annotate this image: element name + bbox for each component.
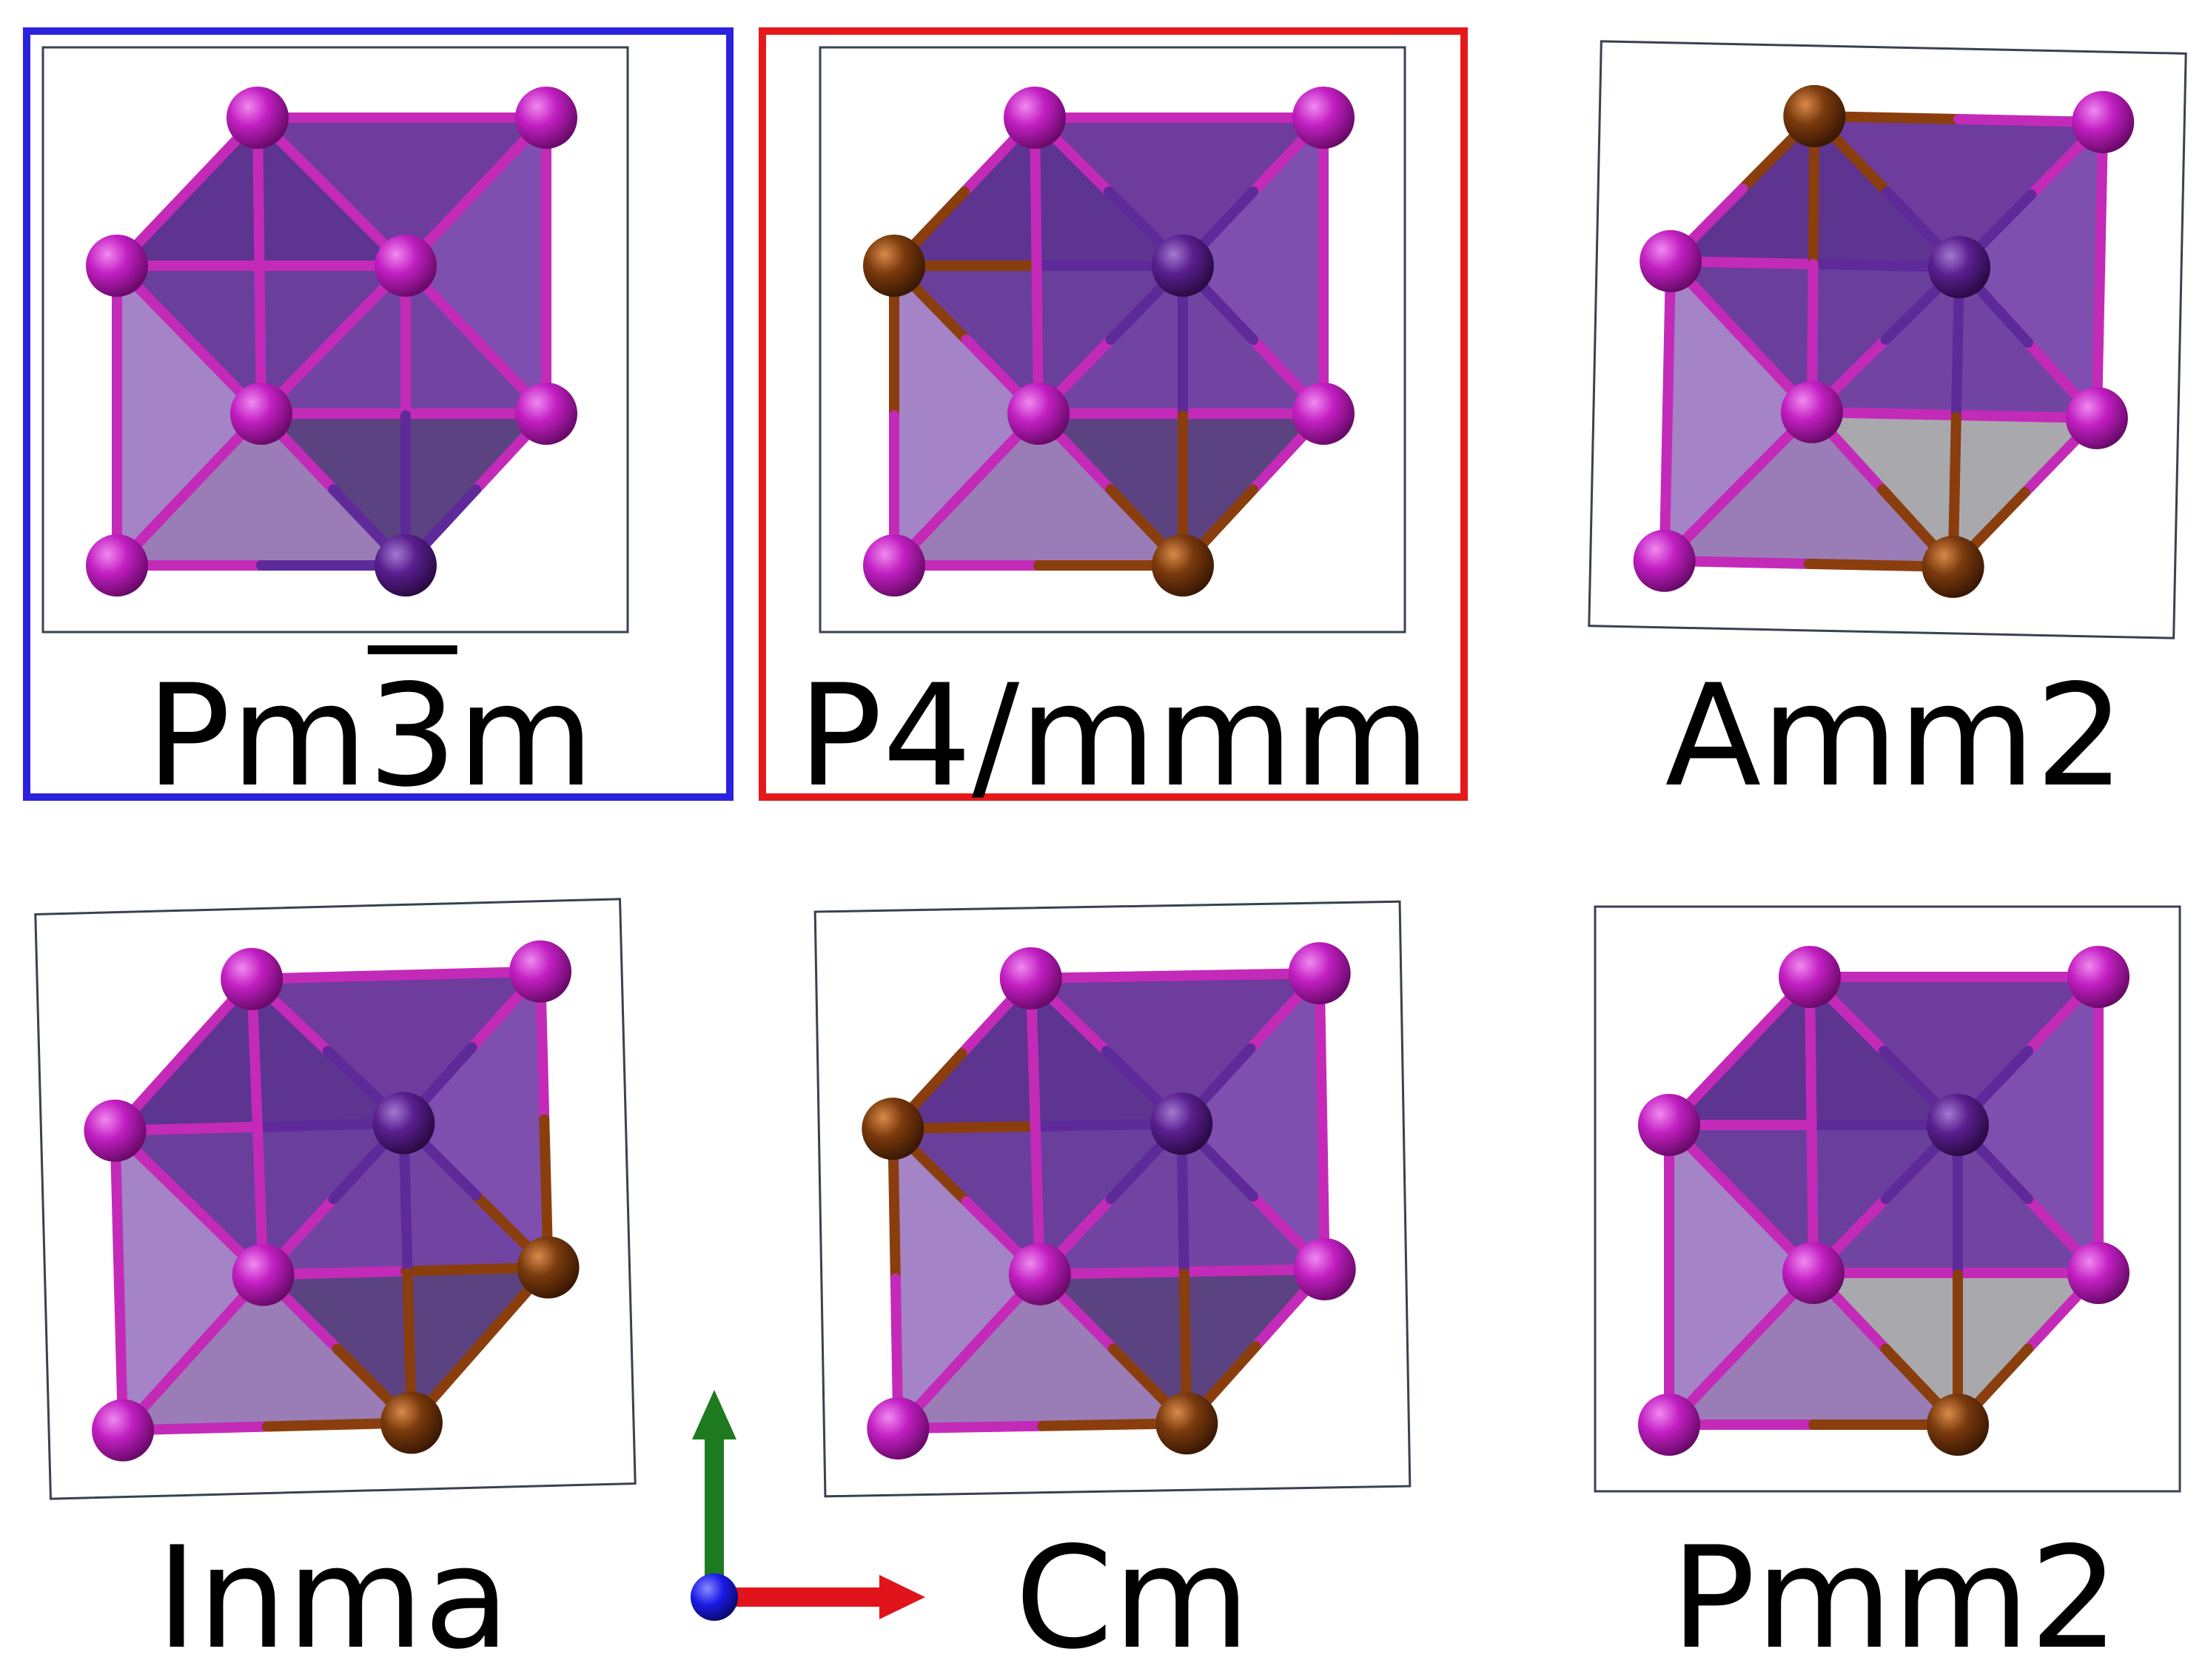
atom-violet	[1640, 229, 1702, 292]
polyhedron-face	[1810, 977, 2098, 1125]
atom-brown	[380, 1391, 443, 1454]
atom-violet	[1779, 946, 1841, 1008]
polyhedron-face	[117, 266, 261, 565]
atom-violet	[1007, 383, 1070, 445]
polyhedron-face	[894, 414, 1183, 565]
crystal-panel-p4mmm	[819, 46, 1406, 634]
atom-violet	[2065, 386, 2128, 449]
atom-violet	[1633, 529, 1696, 592]
atom-violet	[221, 947, 283, 1010]
label-amm2: Amm2	[1665, 654, 2125, 818]
label-pm3m-prefix: Pm	[146, 654, 368, 818]
atom-violet	[1292, 383, 1355, 445]
atom-violet	[2067, 1242, 2130, 1304]
polyhedron-face	[406, 118, 546, 414]
crystal-panel-amm2	[1588, 40, 2187, 639]
atom-violet	[1638, 1394, 1700, 1456]
atom-violet	[867, 1397, 930, 1460]
atom-violet	[2067, 946, 2130, 1008]
polyhedron-face	[898, 1274, 1187, 1429]
polyhedron-face	[123, 1274, 412, 1431]
polyhedron-face	[893, 1129, 1040, 1429]
atom-brown	[1927, 1394, 1989, 1456]
highlight-box-p4mmm	[759, 27, 1468, 801]
crystal-panel-pmm2	[1594, 905, 2181, 1493]
atom-brown	[1783, 84, 1846, 147]
axes-origin-dot	[691, 1573, 738, 1621]
atom-brown	[863, 235, 925, 297]
horizontal-axis-arrowhead	[879, 1575, 925, 1619]
crystal-panel-cm	[813, 900, 1412, 1498]
label-pmm2: Pmm2	[1671, 1516, 2119, 1680]
polyhedron-face	[252, 971, 541, 1123]
atom-violet	[863, 534, 925, 597]
atom-violet	[84, 1099, 147, 1162]
atom-violet	[230, 383, 292, 445]
atom-violet	[375, 235, 437, 297]
polyhedron-face	[1183, 118, 1323, 414]
atom-brown	[862, 1098, 924, 1160]
label-pm3m-overbar-digit: 3	[367, 654, 457, 818]
crystal-panel-inma	[34, 898, 637, 1500]
atom-violet	[515, 87, 577, 149]
label-pm3m-suffix: m	[457, 654, 594, 818]
atom-indigo	[375, 534, 437, 597]
atom-violet	[86, 235, 148, 297]
atom-brown	[1155, 1392, 1218, 1455]
atom-violet	[92, 1399, 155, 1462]
atom-brown	[1922, 535, 1984, 598]
atom-violet	[1293, 1238, 1356, 1301]
polyhedron-face	[1669, 1273, 1958, 1425]
atom-violet	[509, 940, 572, 1003]
atom-brown	[517, 1236, 580, 1299]
polyhedron-face	[1181, 973, 1325, 1270]
atom-violet	[1288, 942, 1351, 1005]
polyhedron-face	[117, 414, 406, 565]
atom-brown	[1152, 534, 1214, 597]
polyhedron-face	[1958, 977, 2098, 1273]
polyhedron-face	[1959, 122, 2104, 418]
coordinate-axes	[691, 1390, 925, 1621]
atom-violet	[226, 87, 289, 149]
polyhedron-face	[403, 971, 548, 1268]
atom-violet	[999, 947, 1062, 1009]
polyhedron-face	[1030, 973, 1320, 1124]
polyhedron-face	[1664, 261, 1812, 561]
label-pm3m: Pm3m	[37, 666, 703, 807]
atom-violet	[1638, 1094, 1700, 1156]
atom-violet	[515, 383, 577, 445]
atom-violet	[232, 1243, 295, 1306]
atom-indigo	[1927, 1094, 1989, 1156]
atom-indigo	[372, 1092, 435, 1155]
atom-violet	[86, 534, 148, 597]
atom-violet	[1782, 1242, 1845, 1304]
polyhedron-face	[1814, 115, 2104, 268]
atom-indigo	[1152, 235, 1214, 297]
atom-violet	[2072, 91, 2135, 154]
atom-violet	[1004, 87, 1066, 149]
polyhedron-face	[258, 118, 546, 266]
label-p4mmm: P4/mmm	[797, 654, 1431, 818]
polyhedron-face	[115, 1130, 264, 1431]
atom-indigo	[1928, 236, 1991, 299]
atom-violet	[1780, 380, 1843, 443]
label-cm: Cm	[1015, 1516, 1250, 1680]
atom-violet	[1292, 87, 1355, 149]
polyhedron-face	[1035, 118, 1323, 266]
atom-violet	[1008, 1243, 1071, 1306]
polyhedron-face	[1664, 411, 1953, 567]
highlight-box-pm3m	[23, 27, 734, 801]
atom-indigo	[1150, 1092, 1213, 1155]
vertical-axis-arrowhead	[692, 1390, 736, 1439]
polyhedron-face	[894, 266, 1038, 565]
polyhedron-face	[1669, 1125, 1813, 1425]
crystal-panel-pm3m	[41, 46, 629, 634]
label-inma: Inma	[156, 1516, 510, 1680]
